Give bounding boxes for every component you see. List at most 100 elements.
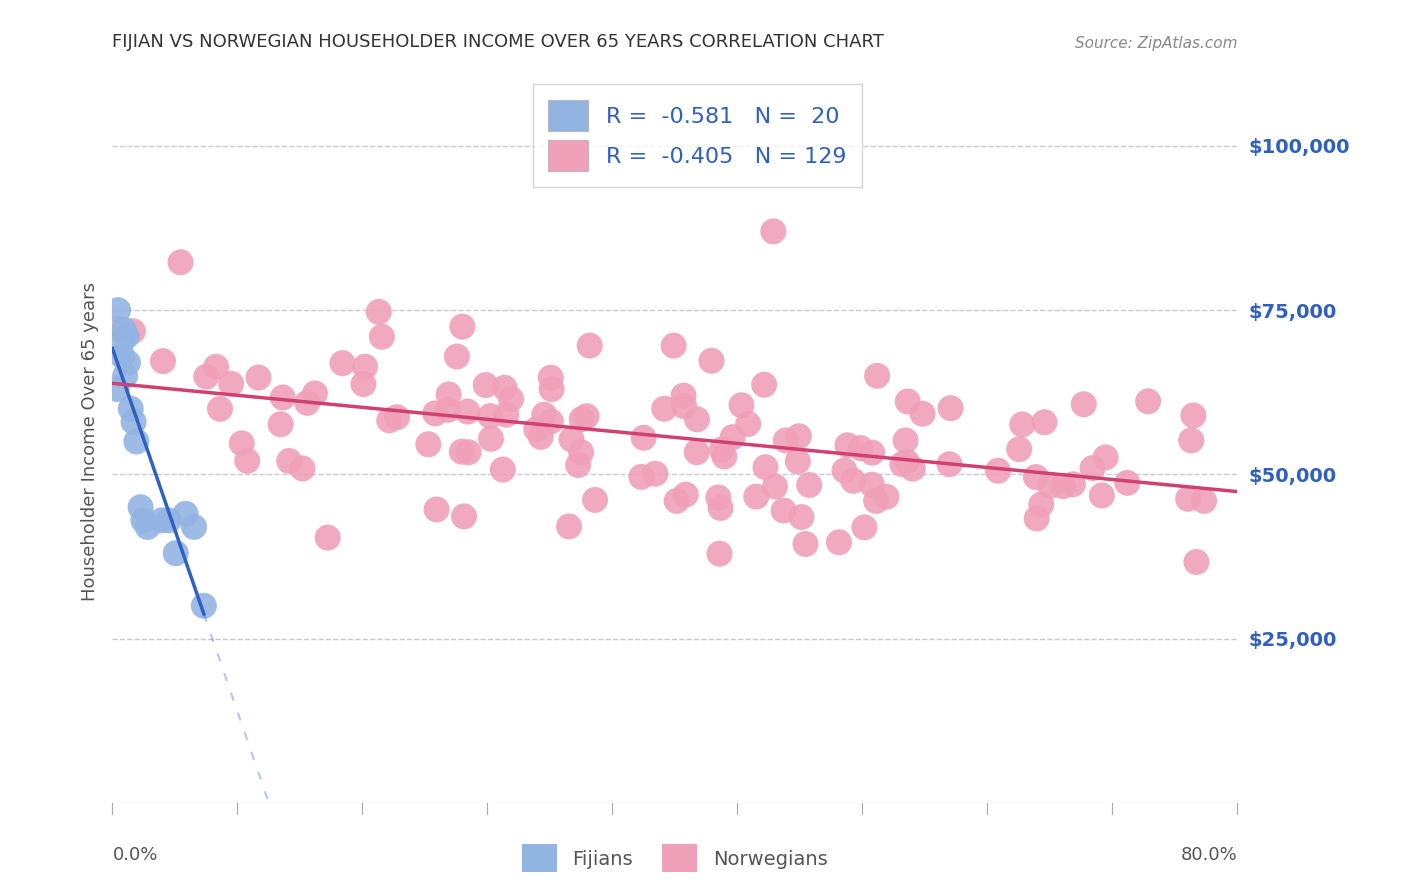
Point: [745, 490, 768, 504]
Point: [354, 359, 377, 374]
Point: [721, 430, 744, 444]
Point: [1033, 415, 1056, 429]
Point: [271, 391, 294, 405]
Point: [125, 434, 148, 449]
Point: [437, 402, 460, 417]
Point: [231, 436, 253, 450]
Point: [278, 454, 301, 468]
Point: [794, 537, 817, 551]
Point: [367, 305, 389, 319]
Point: [700, 353, 723, 368]
Point: [662, 338, 685, 352]
Point: [437, 387, 460, 401]
Point: [707, 491, 730, 505]
Point: [136, 520, 159, 534]
Point: [560, 433, 582, 447]
Point: [665, 494, 688, 508]
Point: [866, 368, 889, 383]
Point: [446, 350, 468, 364]
Point: [652, 401, 675, 416]
Point: [378, 413, 401, 427]
Point: [291, 461, 314, 475]
Point: [786, 454, 808, 468]
Point: [1185, 555, 1208, 569]
Point: [1011, 417, 1033, 432]
Point: [1137, 394, 1160, 409]
Point: [1052, 479, 1074, 493]
Point: [157, 513, 180, 527]
Point: [853, 520, 876, 534]
Point: [938, 457, 960, 471]
Point: [1031, 498, 1053, 512]
Point: [236, 454, 259, 468]
Point: [418, 437, 440, 451]
Point: [208, 401, 231, 416]
Point: [132, 513, 155, 527]
Point: [111, 349, 134, 363]
Point: [730, 398, 752, 412]
Point: [709, 500, 731, 515]
Point: [114, 368, 136, 383]
Point: [205, 359, 228, 374]
Point: [450, 444, 472, 458]
Point: [911, 407, 934, 421]
Point: [709, 547, 731, 561]
Point: [492, 462, 515, 476]
Point: [122, 415, 145, 429]
Point: [752, 377, 775, 392]
Point: [195, 369, 218, 384]
Point: [122, 324, 145, 338]
Point: [453, 509, 475, 524]
Point: [849, 441, 872, 455]
Point: [860, 446, 883, 460]
Point: [644, 467, 666, 481]
Point: [494, 381, 516, 395]
Point: [150, 513, 173, 527]
Point: [894, 434, 917, 448]
Point: [790, 510, 813, 524]
Point: [183, 520, 205, 534]
Point: [530, 430, 553, 444]
Point: [117, 356, 139, 370]
Point: [174, 507, 197, 521]
Point: [713, 450, 735, 464]
Point: [540, 414, 562, 428]
Point: [939, 401, 962, 416]
Point: [875, 490, 897, 504]
Point: [1180, 434, 1202, 448]
Point: [352, 377, 374, 392]
Point: [834, 463, 856, 477]
Point: [1008, 442, 1031, 457]
Point: [540, 382, 562, 396]
Point: [479, 432, 502, 446]
Point: [1182, 409, 1205, 423]
Point: [533, 408, 555, 422]
Point: [1039, 479, 1062, 493]
Point: [686, 445, 709, 459]
Text: 0.0%: 0.0%: [112, 847, 157, 864]
Point: [787, 429, 810, 443]
Point: [120, 401, 142, 416]
Point: [987, 464, 1010, 478]
Point: [754, 460, 776, 475]
Point: [495, 408, 517, 422]
Point: [107, 322, 129, 336]
Point: [896, 455, 918, 469]
Point: [304, 386, 326, 401]
Point: [583, 492, 606, 507]
Point: [110, 336, 132, 351]
Point: [675, 488, 697, 502]
Point: [540, 370, 562, 384]
Text: 80.0%: 80.0%: [1181, 847, 1237, 864]
Point: [1081, 461, 1104, 475]
Point: [578, 338, 600, 352]
Point: [451, 319, 474, 334]
Point: [270, 417, 292, 432]
Point: [762, 224, 785, 238]
Point: [772, 503, 794, 517]
Point: [673, 399, 696, 413]
Point: [247, 370, 270, 384]
Point: [686, 412, 709, 426]
Point: [633, 431, 655, 445]
Point: [837, 438, 859, 452]
